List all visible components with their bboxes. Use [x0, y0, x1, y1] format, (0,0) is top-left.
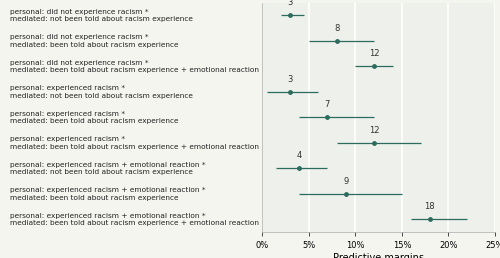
X-axis label: Predictive margins: Predictive margins	[333, 253, 424, 258]
Text: personal: experienced racism + emotional reaction *
mediated: been told about ra: personal: experienced racism + emotional…	[10, 213, 259, 226]
Text: 12: 12	[368, 126, 379, 135]
Text: personal: did not experience racism *
mediated: not been told about racism exper: personal: did not experience racism * me…	[10, 9, 193, 22]
Text: personal: experienced racism + emotional reaction *
mediated: not been told abou: personal: experienced racism + emotional…	[10, 162, 205, 175]
Text: personal: did not experience racism *
mediated: been told about racism experienc: personal: did not experience racism * me…	[10, 34, 178, 47]
Text: 4: 4	[297, 151, 302, 160]
Text: 12: 12	[368, 49, 379, 58]
Text: 9: 9	[344, 177, 348, 186]
Text: personal: did not experience racism *
mediated: been told about racism experienc: personal: did not experience racism * me…	[10, 60, 259, 73]
Text: personal: experienced racism + emotional reaction *
mediated: been told about ra: personal: experienced racism + emotional…	[10, 187, 205, 201]
Text: 7: 7	[324, 100, 330, 109]
Text: personal: experienced racism *
mediated: been told about racism experience: personal: experienced racism * mediated:…	[10, 111, 178, 124]
Text: 8: 8	[334, 24, 340, 33]
Text: 18: 18	[424, 202, 435, 211]
Text: personal: experienced racism *
mediated: not been told about racism experience: personal: experienced racism * mediated:…	[10, 85, 193, 99]
Text: personal: experienced racism *
mediated: been told about racism experience + emo: personal: experienced racism * mediated:…	[10, 136, 259, 150]
Text: 3: 3	[288, 0, 293, 7]
Text: 3: 3	[288, 75, 293, 84]
